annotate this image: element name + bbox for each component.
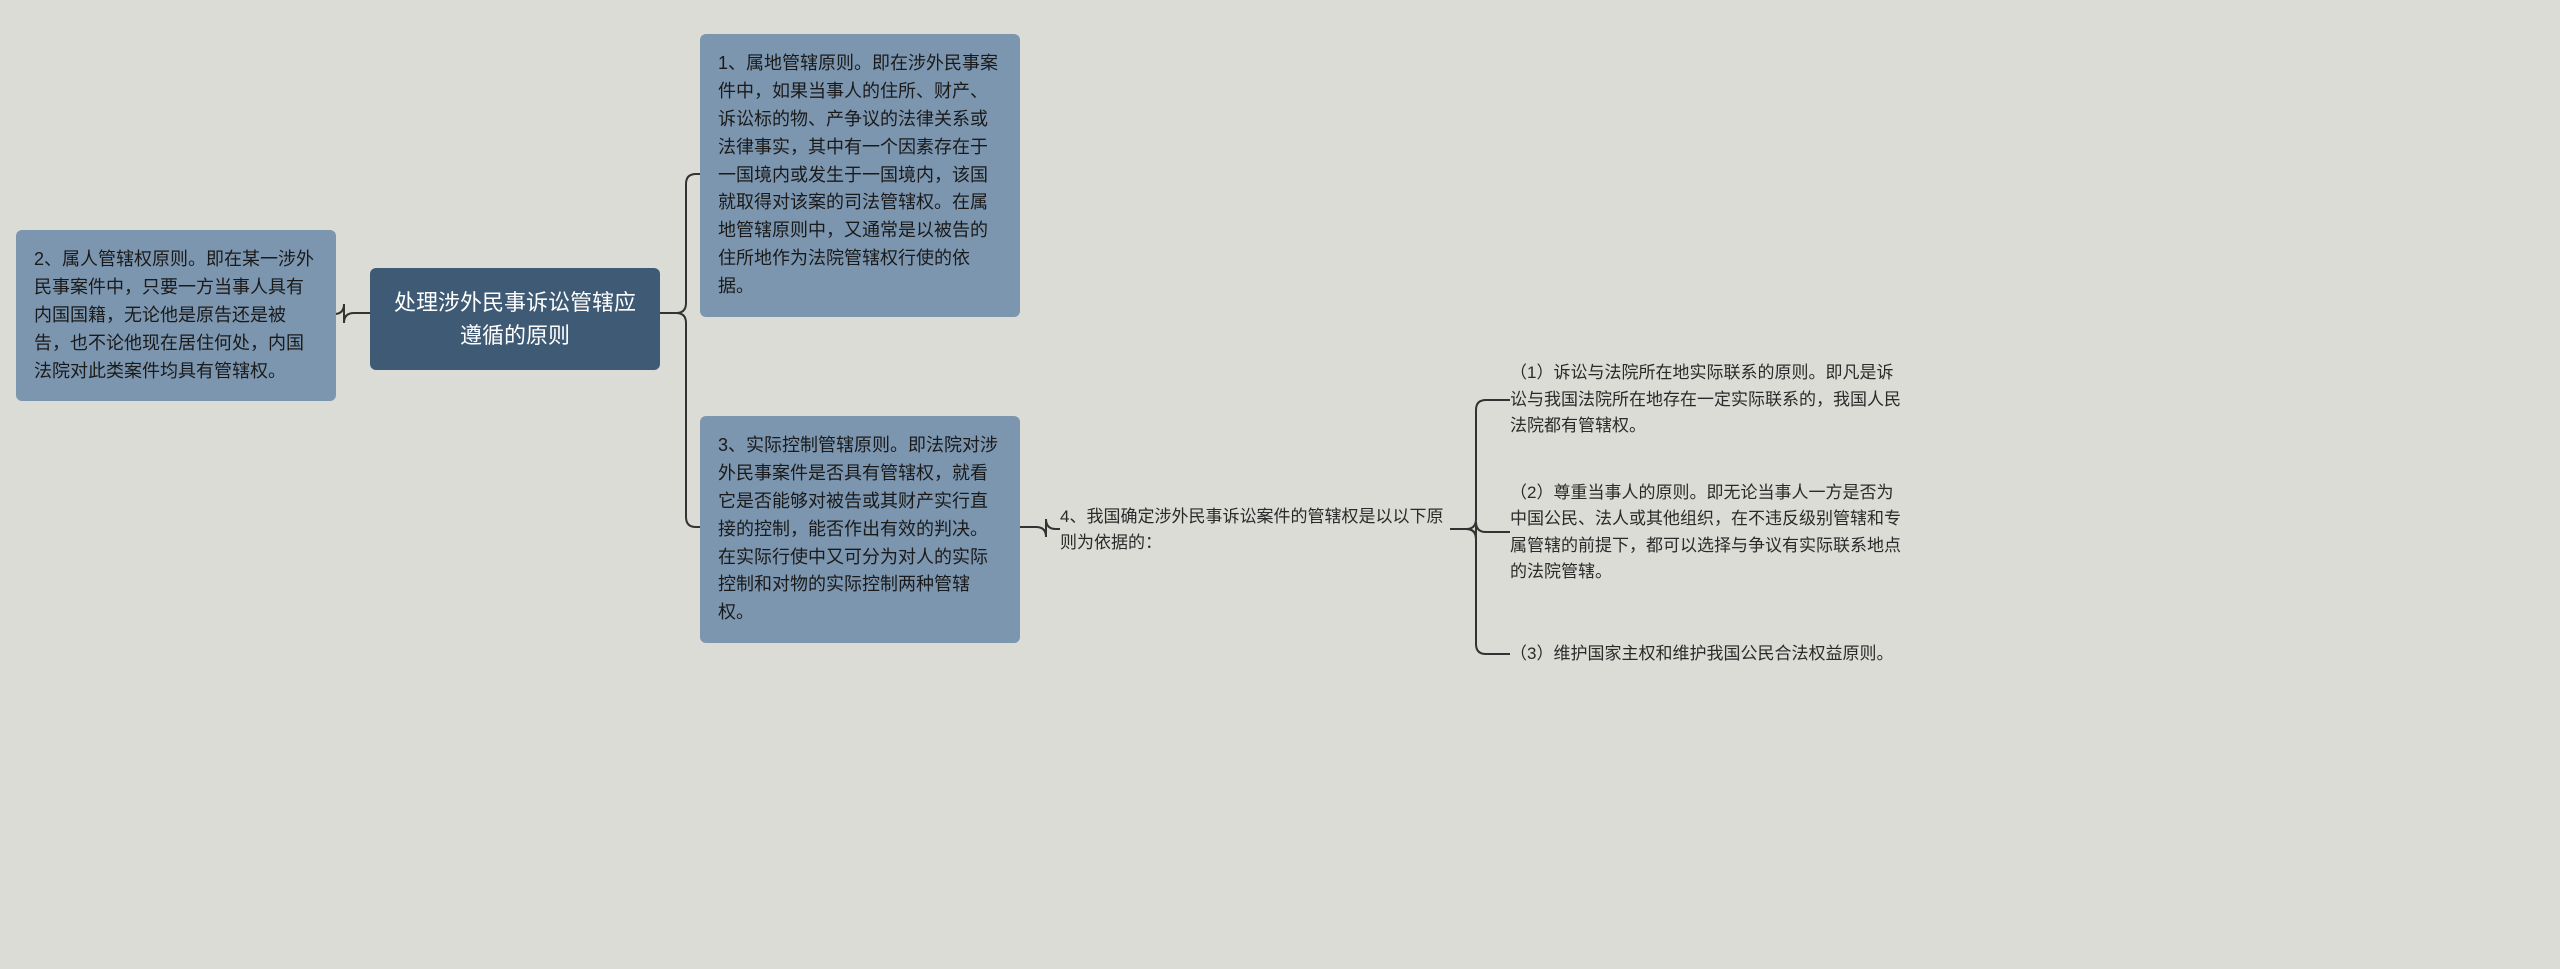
leaf-node-4c[interactable]: （3）维护国家主权和维护我国公民合法权益原则。 [1510, 628, 1910, 680]
leaf-node-4b[interactable]: （2）尊重当事人的原则。即无论当事人一方是否为中国公民、法人或其他组织，在不违反… [1510, 480, 1910, 585]
leaf-node-4[interactable]: 4、我国确定涉外民事诉讼案件的管辖权是以以下原则为依据的： [1060, 504, 1450, 557]
connector [660, 174, 700, 313]
branch-node-2[interactable]: 2、属人管辖权原则。即在某一涉外民事案件中，只要一方当事人具有内国国籍，无论他是… [16, 230, 336, 401]
connector [1450, 529, 1510, 654]
branch-node-1[interactable]: 1、属地管辖原则。即在涉外民事案件中，如果当事人的住所、财产、诉讼标的物、产争议… [700, 34, 1020, 317]
connector [334, 304, 370, 323]
connector [660, 313, 700, 527]
connector-layer [0, 0, 2560, 969]
connector [1020, 519, 1060, 537]
branch-node-3[interactable]: 3、实际控制管辖原则。即法院对涉外民事案件是否具有管辖权，就看它是否能够对被告或… [700, 416, 1020, 643]
leaf-node-4a[interactable]: （1）诉讼与法院所在地实际联系的原则。即凡是诉讼与我国法院所在地存在一定实际联系… [1510, 360, 1910, 440]
root-node[interactable]: 处理涉外民事诉讼管辖应遵循的原则 [370, 268, 660, 370]
connector [1450, 522, 1510, 539]
connector [1450, 400, 1510, 529]
